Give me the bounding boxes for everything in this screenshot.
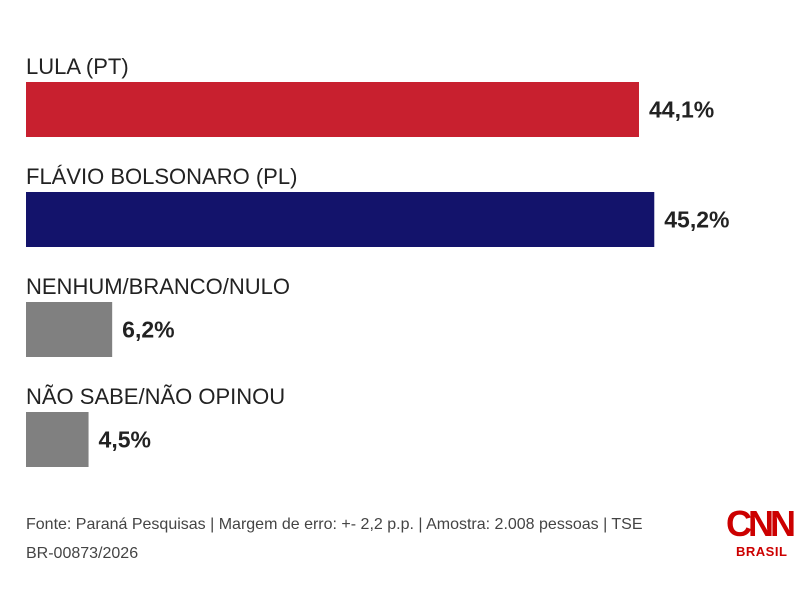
value-label: 45,2% [664,207,729,233]
logo-mark: CNN [726,503,796,544]
value-label: 6,2% [122,317,174,343]
bar [26,192,655,247]
value-label: 44,1% [649,97,714,123]
category-label: LULA (PT) [26,54,129,79]
category-label: NENHUM/BRANCO/NULO [26,274,290,299]
bar [26,412,89,467]
cnn-brasil-logo: CNN BRASIL [726,503,796,572]
category-label: FLÁVIO BOLSONARO (PL) [26,164,297,189]
source-note: Fonte: Paraná Pesquisas | Margem de erro… [26,516,643,562]
value-label: 4,5% [99,427,151,453]
category-label: NÃO SABE/NÃO OPINOU [26,384,285,409]
bar [26,82,639,137]
logo-sub: BRASIL [736,544,788,559]
bar [26,302,113,357]
